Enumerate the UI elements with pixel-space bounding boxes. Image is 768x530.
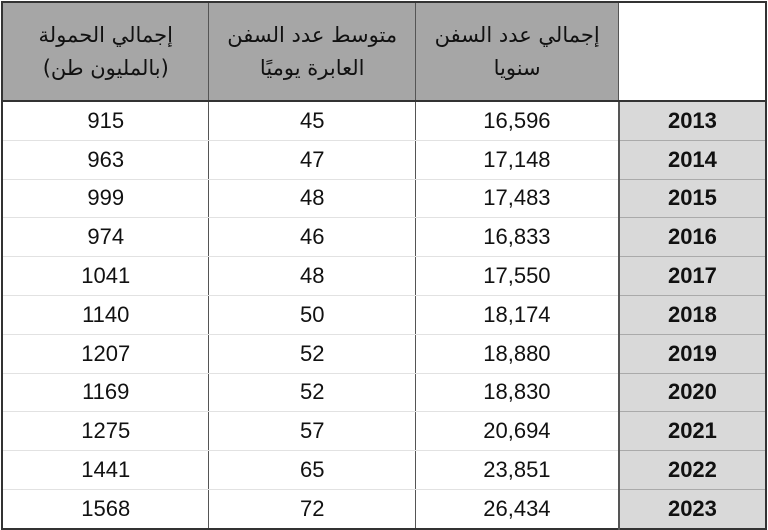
table-row: 915 45 16,596 2013: [1, 101, 766, 141]
cell-avg-daily: 47: [208, 140, 416, 180]
header-year: [618, 2, 766, 102]
cell-total-annual: 20,694: [414, 411, 619, 452]
cell-year: 2016: [617, 217, 766, 258]
cell-total-annual: 23,851: [414, 450, 619, 490]
table-row: 1169 52 18,830 2020: [1, 373, 766, 413]
table-row: 999 48 17,483 2015: [1, 179, 766, 219]
header-row: إجمالي الحمولة (بالمليون طن) متوسط عدد ا…: [1, 2, 766, 102]
cell-year: 2023: [617, 489, 766, 529]
cell-tonnage: 915: [1, 101, 209, 141]
cell-avg-daily: 50: [208, 295, 416, 335]
cell-total-annual: 18,830: [414, 373, 619, 413]
cell-year: 2020: [617, 373, 766, 413]
cell-year: 2018: [617, 295, 766, 335]
cell-year: 2019: [617, 334, 766, 374]
header-tonnage: إجمالي الحمولة (بالمليون طن): [1, 2, 209, 102]
table-row: 1275 57 20,694 2021: [1, 411, 766, 452]
cell-tonnage: 999: [1, 179, 209, 219]
table-row: 1140 50 18,174 2018: [1, 295, 766, 335]
cell-avg-daily: 52: [208, 373, 416, 413]
cell-avg-daily: 46: [208, 217, 416, 258]
cell-avg-daily: 45: [208, 101, 416, 141]
cell-tonnage: 1140: [1, 295, 209, 335]
header-total-annual: إجمالي عدد السفن سنويا: [414, 2, 619, 102]
cell-tonnage: 963: [1, 140, 209, 180]
cell-total-annual: 26,434: [414, 489, 619, 529]
cell-total-annual: 17,148: [414, 140, 619, 180]
cell-avg-daily: 57: [208, 411, 416, 452]
cell-total-annual: 18,880: [414, 334, 619, 374]
table-row: 1568 72 26,434 2023: [1, 489, 766, 529]
cell-avg-daily: 72: [208, 489, 416, 529]
cell-year: 2017: [617, 256, 766, 296]
cell-total-annual: 18,174: [414, 295, 619, 335]
cell-total-annual: 17,550: [414, 256, 619, 296]
table-row: 963 47 17,148 2014: [1, 140, 766, 180]
header-avg-daily: متوسط عدد السفن العابرة يوميًا: [208, 2, 416, 102]
cell-total-annual: 16,833: [414, 217, 619, 258]
cell-avg-daily: 65: [208, 450, 416, 490]
cell-avg-daily: 52: [208, 334, 416, 374]
table-row: 1207 52 18,880 2019: [1, 334, 766, 374]
cell-year: 2014: [617, 140, 766, 180]
cell-tonnage: 1169: [1, 373, 209, 413]
cell-tonnage: 1441: [1, 450, 209, 490]
cell-total-annual: 17,483: [414, 179, 619, 219]
cell-tonnage: 1275: [1, 411, 209, 452]
table-row: 974 46 16,833 2016: [1, 217, 766, 258]
table-body: 915 45 16,596 2013 963 47 17,148 2014 999 48 17,48…: [1, 101, 766, 529]
cell-avg-daily: 48: [208, 256, 416, 296]
cell-year: 2013: [617, 101, 766, 141]
cell-year: 2021: [617, 411, 766, 452]
cell-year: 2022: [617, 450, 766, 490]
cell-tonnage: 1207: [1, 334, 209, 374]
cell-total-annual: 16,596: [414, 101, 619, 141]
cell-year: 2015: [617, 179, 766, 219]
table-row: 1041 48 17,550 2017: [1, 256, 766, 296]
cell-tonnage: 1568: [1, 489, 209, 529]
table-row: 1441 65 23,851 2022: [1, 450, 766, 490]
cell-tonnage: 974: [1, 217, 209, 258]
cell-avg-daily: 48: [208, 179, 416, 219]
cell-tonnage: 1041: [1, 256, 209, 296]
